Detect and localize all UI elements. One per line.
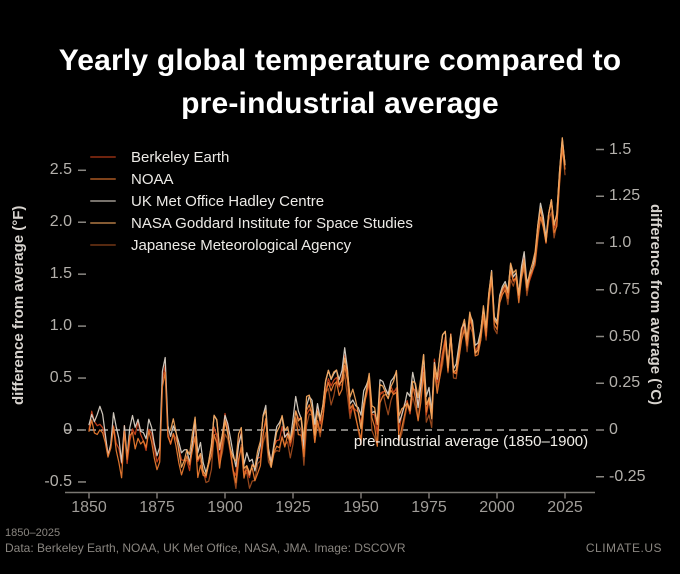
y-right-tick-label: 1.5 [609, 140, 632, 158]
y-left-tick-label: 1.0 [49, 317, 72, 335]
legend-line-swatch [90, 222, 116, 224]
series-line-noaa [88, 146, 566, 484]
y-right-tick-label: 0.25 [609, 374, 641, 392]
x-tick-label: 1875 [139, 499, 175, 516]
y-axis-right-title: difference from average (°C) [647, 204, 664, 406]
baseline-annotation: pre-industrial average (1850–1900) [353, 433, 589, 450]
y-right-tick-label: 0 [609, 421, 618, 438]
legend-label: UK Met Office Hadley Centre [131, 192, 325, 210]
y-axis-left-title: difference from average (°F) [10, 205, 27, 405]
footer-data-source: Data: Berkeley Earth, NOAA, UK Met Offic… [5, 541, 406, 555]
y-right-tick-label: 1.25 [609, 187, 641, 205]
y-left-tick-label: 2.0 [49, 213, 72, 231]
legend-label: NOAA [131, 170, 174, 188]
legend-item: Japanese Meteorological Agency [90, 234, 413, 256]
legend-label: Berkeley Earth [131, 148, 230, 166]
legend-line-swatch [90, 156, 116, 158]
legend-item: UK Met Office Hadley Centre [90, 190, 413, 212]
x-tick-label: 2000 [479, 499, 515, 516]
y-right-tick-label: -0.25 [609, 467, 646, 485]
legend-line-swatch [90, 244, 116, 246]
y-left-tick-label: 1.5 [49, 265, 72, 283]
footer-year-range: 1850–2025 [5, 527, 61, 539]
legend-item: NOAA [90, 168, 413, 190]
x-tick-label: 1900 [207, 499, 243, 516]
y-left-tick-label: 0.5 [49, 369, 72, 387]
x-tick-label: 1975 [411, 499, 447, 516]
legend-item: NASA Goddard Institute for Space Studies [90, 212, 413, 234]
y-left-tick-label: -0.5 [44, 472, 72, 490]
legend-label: Japanese Meteorological Agency [131, 236, 352, 254]
legend-line-swatch [90, 200, 116, 202]
legend-item: Berkeley Earth [90, 146, 413, 168]
x-tick-label: 1950 [343, 499, 379, 516]
y-right-tick-label: 0.75 [609, 280, 641, 298]
legend-line-swatch [90, 178, 116, 180]
y-left-tick-label: 0 [63, 421, 72, 438]
x-tick-label: 2025 [547, 499, 583, 516]
x-tick-label: 1925 [275, 499, 311, 516]
legend-label: NASA Goddard Institute for Space Studies [131, 214, 413, 232]
footer-brand: CLIMATE.US [585, 541, 662, 555]
y-right-tick-label: 1.0 [609, 234, 632, 251]
y-right-tick-label: 0.50 [609, 327, 641, 345]
chart-title: Yearly global temperature compared to pr… [58, 44, 622, 120]
series-line-nasa-goddard-institute-for-space-studies [169, 137, 566, 477]
chart-legend: Berkeley Earth NOAA UK Met Office Hadley C… [90, 146, 413, 256]
y-left-tick-label: 2.5 [49, 161, 72, 179]
x-tick-label: 1850 [71, 499, 107, 516]
